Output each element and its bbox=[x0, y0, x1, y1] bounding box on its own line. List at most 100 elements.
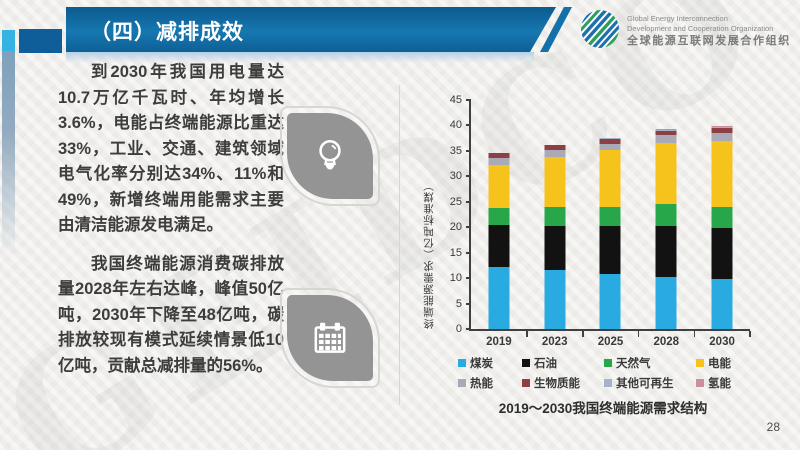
page-number: 28 bbox=[766, 420, 780, 434]
bar-segment-石油 bbox=[711, 228, 733, 280]
legend-item-煤炭: 煤炭 bbox=[458, 355, 522, 371]
bar-segment-生物质能 bbox=[655, 130, 677, 136]
bar-slot-2030: 2030 bbox=[694, 100, 751, 348]
stacked-bar-2019 bbox=[488, 100, 510, 329]
body-text-column: 到2030年我国用电量达10.7万亿千瓦时、年均增长3.6%，电能占终端能源比重… bbox=[58, 60, 284, 379]
legend-label: 煤炭 bbox=[470, 358, 493, 370]
legend-item-氢能: 氢能 bbox=[696, 375, 756, 391]
bar-segment-电能 bbox=[488, 164, 510, 209]
legend-swatch bbox=[458, 379, 466, 387]
bar-segment-天然气 bbox=[544, 206, 566, 226]
x-axis-label-2019: 2019 bbox=[486, 336, 512, 348]
bar-segment-生物质能 bbox=[711, 128, 733, 134]
legend-label: 热能 bbox=[470, 378, 493, 390]
legend-label: 石油 bbox=[534, 358, 557, 370]
header-bar bbox=[66, 7, 556, 52]
bar-segment-热能 bbox=[711, 133, 733, 141]
chart-plot-area: 0 5 10 15 20 25 30 35 40 45 2019 2023 2025 2028 2030 bbox=[450, 94, 751, 348]
bar-segment-电能 bbox=[544, 157, 566, 207]
bar-segment-煤炭 bbox=[655, 276, 677, 329]
bar-segment-氢能 bbox=[655, 128, 677, 130]
bar-segment-其他可再生 bbox=[711, 127, 733, 129]
bar-segment-其他可再生 bbox=[544, 144, 566, 146]
header-bar-shadow bbox=[66, 52, 534, 63]
bar-segment-煤炭 bbox=[488, 266, 510, 329]
bar-segment-石油 bbox=[488, 224, 510, 267]
bar-segment-热能 bbox=[655, 135, 677, 144]
paragraph-electricity: 到2030年我国用电量达10.7万亿千瓦时、年均增长3.6%，电能占终端能源比重… bbox=[58, 63, 284, 234]
bar-segment-天然气 bbox=[711, 206, 733, 229]
bar-segment-煤炭 bbox=[599, 273, 621, 329]
page-title: （四）减排成效 bbox=[90, 21, 244, 44]
accent-blue-square bbox=[19, 29, 62, 53]
legend-item-石油: 石油 bbox=[522, 355, 604, 371]
bar-segment-石油 bbox=[655, 226, 677, 277]
legend-label: 天然气 bbox=[616, 358, 651, 370]
legend-label: 生物质能 bbox=[534, 378, 580, 390]
chart-legend: 煤炭 石油 天然气 电能热能 生物质能 其他可再生 氢能 bbox=[458, 355, 756, 391]
stacked-bar-2028 bbox=[655, 100, 677, 329]
chart-caption: 2019～2030我国终端能源需求结构 bbox=[498, 401, 708, 416]
bar-segment-天然气 bbox=[599, 206, 621, 227]
legend-item-天然气: 天然气 bbox=[604, 355, 696, 371]
bar-segment-石油 bbox=[544, 225, 566, 271]
legend-label: 电能 bbox=[708, 358, 731, 370]
lightbulb-icon bbox=[287, 113, 373, 199]
organization-logo: Global Energy Interconnection Developmen… bbox=[580, 9, 791, 54]
bar-segment-氢能 bbox=[711, 125, 733, 128]
bar-segment-电能 bbox=[599, 149, 621, 207]
calendar-tile bbox=[280, 288, 380, 388]
calendar-icon bbox=[287, 295, 373, 381]
bar-slot-2019: 2019 bbox=[471, 100, 528, 348]
bar-segment-氢能 bbox=[599, 137, 621, 139]
bar-segment-电能 bbox=[655, 143, 677, 205]
bar-segment-天然气 bbox=[655, 204, 677, 227]
lightbulb-tile bbox=[280, 106, 380, 206]
bar-segment-生物质能 bbox=[488, 153, 510, 159]
bar-segment-其他可再生 bbox=[655, 129, 677, 131]
legend-item-热能: 热能 bbox=[458, 375, 522, 391]
logo-text-en-line2: Development and Cooperation Organization bbox=[627, 23, 774, 33]
bar-slot-2025: 2025 bbox=[583, 100, 640, 348]
bar-segment-热能 bbox=[599, 144, 621, 150]
x-axis-label-2025: 2025 bbox=[597, 336, 624, 348]
legend-swatch bbox=[604, 359, 612, 367]
legend-label: 氢能 bbox=[708, 378, 731, 390]
logo-text-cn: 全球能源互联网发展合作组织 bbox=[627, 35, 791, 47]
bar-segment-生物质能 bbox=[599, 138, 621, 145]
legend-item-电能: 电能 bbox=[696, 355, 756, 371]
bar-segment-热能 bbox=[488, 158, 510, 165]
legend-swatch bbox=[522, 359, 530, 367]
legend-item-生物质能: 生物质能 bbox=[522, 375, 604, 391]
x-axis-label-2030: 2030 bbox=[709, 336, 735, 348]
paragraph-carbon: 我国终端能源消费碳排放量2028年左右达峰，峰值50亿吨，2030年下降至48亿… bbox=[58, 254, 284, 375]
bar-segment-石油 bbox=[599, 226, 621, 274]
bar-segment-煤炭 bbox=[544, 270, 566, 329]
x-axis-label-2028: 2028 bbox=[653, 336, 680, 348]
left-edge-strip bbox=[2, 51, 15, 256]
x-axis-label-2023: 2023 bbox=[541, 336, 568, 348]
bar-segment-热能 bbox=[544, 150, 566, 158]
y-axis-title: 终端能源需求（亿吨标准煤） bbox=[423, 179, 435, 330]
legend-swatch bbox=[696, 359, 704, 367]
legend-item-其他可再生: 其他可再生 bbox=[604, 375, 696, 391]
bar-segment-生物质能 bbox=[544, 145, 566, 151]
stacked-bar-2025 bbox=[599, 100, 621, 329]
bar-segment-天然气 bbox=[488, 208, 510, 225]
accent-cyan-square bbox=[2, 30, 15, 51]
logo-text-en-line1: Global Energy Interconnection bbox=[627, 14, 728, 24]
legend-swatch bbox=[604, 379, 612, 387]
bar-slot-2023: 2023 bbox=[527, 100, 584, 348]
bar-segment-其他可再生 bbox=[599, 138, 621, 139]
legend-swatch bbox=[696, 379, 704, 387]
legend-swatch bbox=[522, 379, 530, 387]
stacked-bar-2023 bbox=[544, 100, 566, 329]
bar-segment-电能 bbox=[711, 140, 733, 207]
bar-segment-煤炭 bbox=[711, 279, 733, 329]
globe-logo-icon bbox=[580, 9, 620, 54]
legend-label: 其他可再生 bbox=[616, 378, 674, 390]
stacked-bar-2030 bbox=[711, 100, 733, 329]
vertical-divider bbox=[399, 85, 400, 405]
bars-container: 2019 2023 2025 2028 2030 bbox=[471, 100, 751, 348]
